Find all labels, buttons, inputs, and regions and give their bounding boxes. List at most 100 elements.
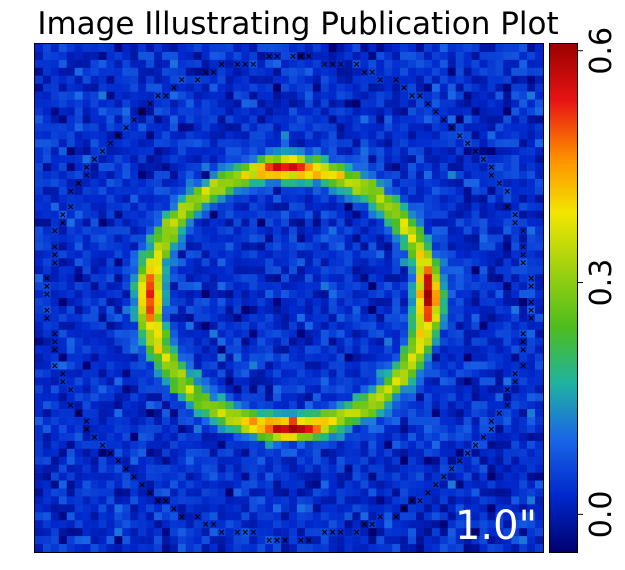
heatmap-pixel: [376, 440, 385, 450]
heatmap-pixel: [130, 353, 139, 362]
heatmap-pixel: [169, 329, 179, 338]
heatmap-pixel: [209, 536, 218, 545]
heatmap-pixel: [201, 385, 210, 394]
heatmap-pixel: [201, 425, 210, 434]
heatmap-pixel: [273, 115, 282, 124]
heatmap-pixel: [495, 266, 504, 275]
heatmap-pixel: [487, 218, 496, 227]
heatmap-pixel: [42, 51, 52, 61]
heatmap-pixel: [344, 67, 353, 77]
heatmap-pixel: [352, 250, 361, 259]
heatmap-pixel: [439, 99, 449, 108]
heatmap-pixel: [344, 178, 353, 188]
heatmap-pixel: [177, 107, 187, 116]
heatmap-pixel: [360, 107, 369, 116]
heatmap-pixel: [273, 171, 282, 180]
heatmap-pixel: [217, 321, 226, 331]
heatmap-pixel: [138, 298, 147, 307]
heatmap-pixel: [122, 274, 131, 283]
heatmap-pixel: [296, 496, 306, 505]
heatmap-pixel: [487, 59, 496, 69]
heatmap-pixel: [138, 417, 147, 426]
heatmap-pixel: [392, 258, 401, 267]
heatmap-pixel: [336, 353, 345, 362]
heatmap-pixel: [360, 44, 369, 53]
heatmap-pixel: [479, 313, 488, 323]
heatmap-pixel: [162, 83, 171, 92]
heatmap-pixel: [527, 385, 536, 394]
heatmap-pixel: [42, 345, 52, 354]
heatmap-pixel: [185, 536, 195, 545]
heatmap-pixel: [265, 59, 274, 69]
heatmap-pixel: [511, 290, 520, 299]
heatmap-pixel: [352, 440, 361, 450]
heatmap-pixel: [241, 242, 250, 251]
heatmap-pixel: [368, 401, 377, 410]
heatmap-pixel: [177, 345, 187, 354]
heatmap-pixel: [511, 369, 520, 378]
heatmap-pixel: [384, 480, 393, 489]
heatmap-pixel: [225, 337, 234, 346]
heatmap-pixel: [519, 194, 528, 204]
heatmap-pixel: [392, 131, 401, 140]
heatmap-pixel: [193, 274, 202, 283]
heatmap-pixel: [455, 298, 464, 307]
heatmap-pixel: [296, 202, 306, 211]
heatmap-pixel: [487, 298, 496, 307]
heatmap-pixel: [360, 313, 369, 323]
heatmap-pixel: [146, 329, 155, 338]
heatmap-pixel: [304, 282, 314, 291]
heatmap-pixel: [185, 234, 195, 243]
heatmap-pixel: [98, 290, 107, 299]
heatmap-pixel: [376, 218, 385, 227]
heatmap-pixel: [495, 536, 504, 545]
heatmap-pixel: [35, 345, 44, 354]
heatmap-pixel: [98, 234, 107, 243]
heatmap-pixel: [146, 337, 155, 346]
heatmap-pixel: [177, 440, 187, 450]
heatmap-pixel: [527, 417, 536, 426]
heatmap-pixel: [209, 472, 218, 481]
heatmap-pixel: [320, 242, 329, 251]
heatmap-pixel: [217, 282, 226, 291]
heatmap-pixel: [225, 115, 234, 124]
heatmap-pixel: [35, 194, 44, 204]
heatmap-pixel: [304, 377, 314, 386]
heatmap-pixel: [479, 99, 488, 108]
heatmap-pixel: [312, 520, 322, 529]
heatmap-pixel: [463, 226, 472, 235]
heatmap-pixel: [328, 298, 337, 307]
heatmap-pixel: [352, 361, 361, 370]
heatmap-pixel: [130, 234, 139, 243]
heatmap-pixel: [376, 115, 385, 124]
heatmap-pixel: [400, 544, 409, 552]
heatmap-pixel: [312, 51, 322, 61]
heatmap-pixel: [90, 218, 99, 227]
heatmap-pixel: [169, 536, 179, 545]
heatmap-pixel: [495, 520, 504, 529]
heatmap-pixel: [50, 258, 60, 267]
heatmap-pixel: [201, 432, 210, 442]
heatmap-pixel: [209, 131, 218, 140]
heatmap-pixel: [233, 99, 242, 108]
heatmap-pixel: [455, 139, 464, 148]
heatmap-pixel: [360, 171, 369, 180]
heatmap-pixel: [114, 115, 123, 124]
heatmap-pixel: [384, 313, 393, 323]
heatmap-pixel: [233, 147, 242, 156]
heatmap-pixel: [74, 163, 83, 172]
heatmap-pixel: [495, 290, 504, 299]
mask-marker: ×: [210, 520, 218, 530]
heatmap-pixel: [455, 123, 464, 132]
heatmap-pixel: [328, 210, 337, 219]
heatmap-pixel: [185, 298, 195, 307]
heatmap-pixel: [495, 123, 504, 132]
heatmap-pixel: [265, 432, 274, 442]
heatmap-pixel: [225, 488, 234, 497]
heatmap-pixel: [423, 51, 433, 61]
heatmap-pixel: [384, 67, 393, 77]
heatmap-pixel: [503, 425, 512, 434]
heatmap-pixel: [368, 51, 377, 61]
heatmap-pixel: [320, 361, 329, 370]
heatmap-pixel: [495, 456, 504, 465]
